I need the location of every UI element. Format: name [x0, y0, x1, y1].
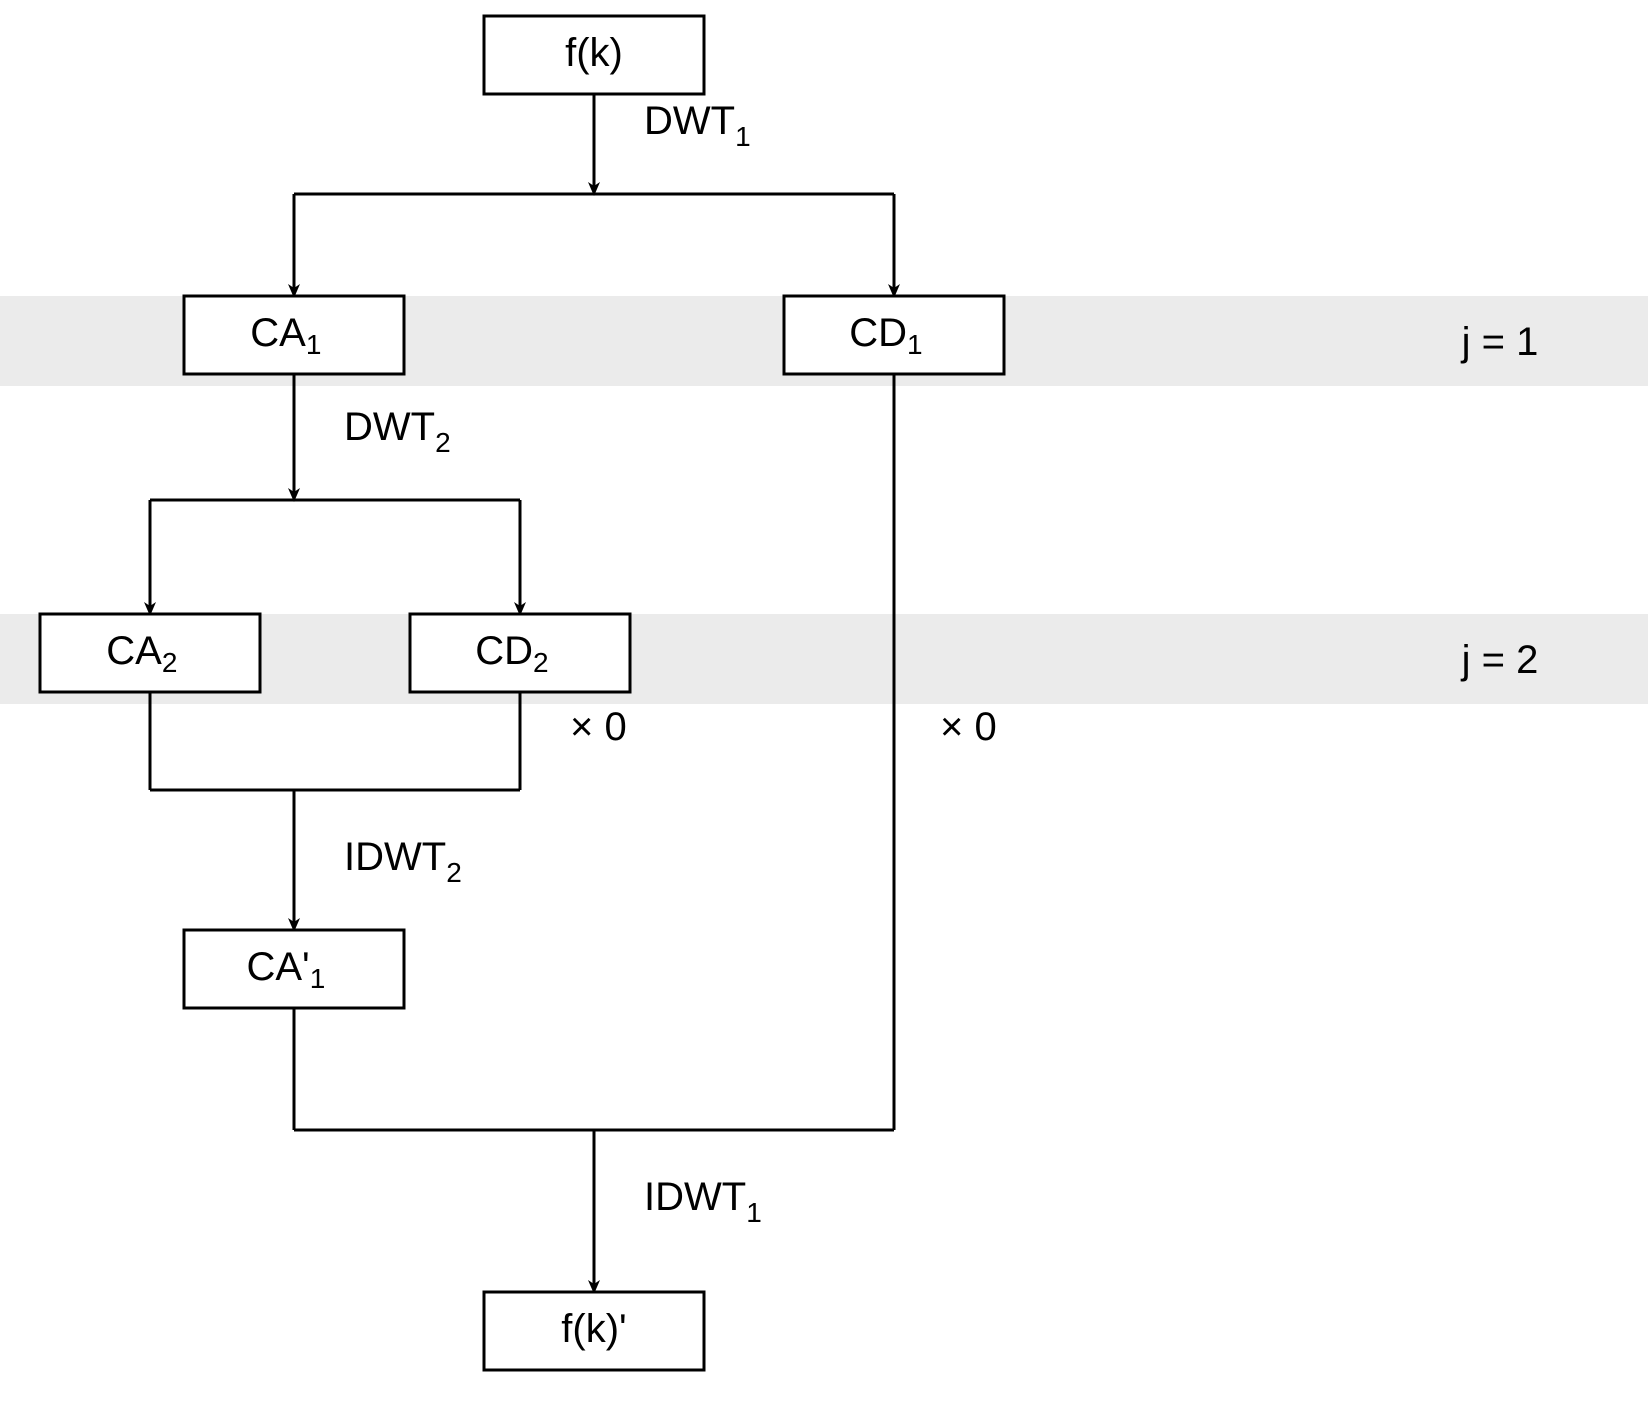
dwt-flowchart: f(k)CA1CD1CA2CD2CA'1f(k)' j = 1j = 2DWT1… — [0, 0, 1648, 1408]
band-label-band-j2: j = 2 — [1461, 638, 1539, 682]
node-label-fkp: f(k)' — [561, 1307, 626, 1351]
edge-label-e-to-fkp: IDWT1 — [644, 1175, 762, 1228]
annotation-x0-cd2: × 0 — [570, 705, 627, 749]
edge-label-e-ca1-split: DWT2 — [344, 405, 451, 458]
node-label-fk: f(k) — [565, 31, 623, 75]
edge-label-e-to-ca1p: IDWT2 — [344, 835, 462, 888]
edge-label-e-fk-split: DWT1 — [644, 99, 751, 152]
annotation-x0-cd1: × 0 — [940, 705, 997, 749]
band-label-band-j1: j = 1 — [1461, 320, 1539, 364]
